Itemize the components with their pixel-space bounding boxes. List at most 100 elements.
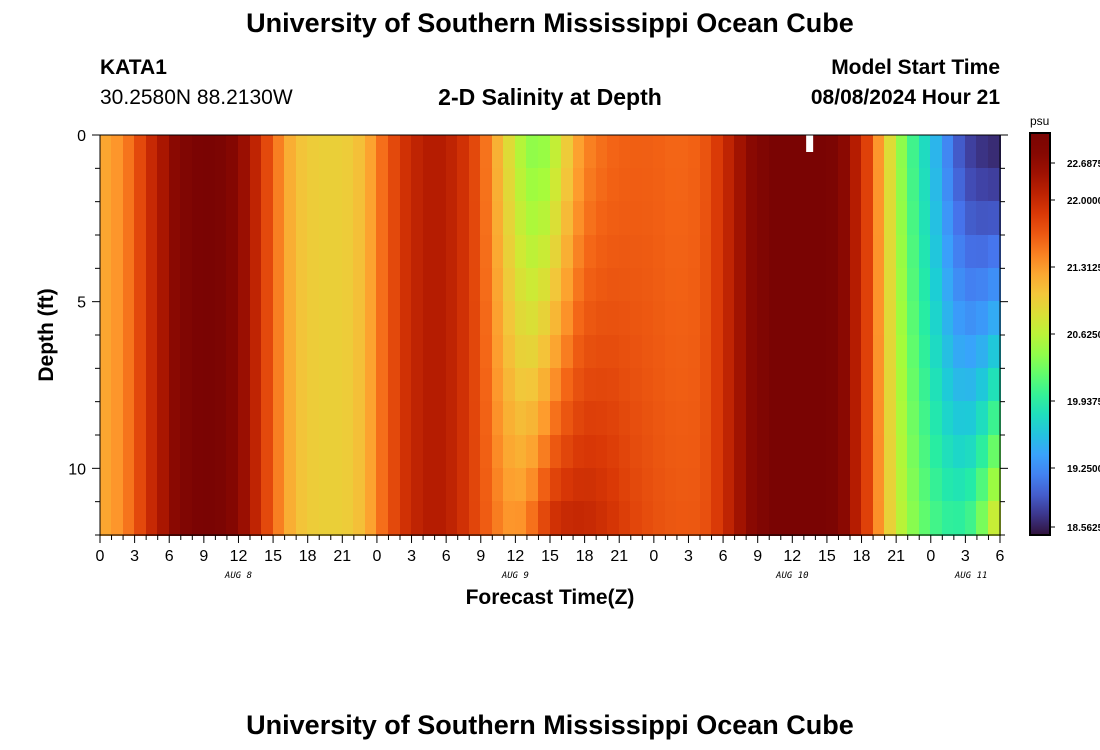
heatmap-cell: [515, 268, 528, 303]
heatmap-cell: [411, 135, 425, 170]
heatmap-cell: [815, 368, 828, 403]
heatmap-cell: [769, 235, 782, 270]
heatmap-cell: [607, 368, 621, 403]
heatmap-cell: [723, 268, 736, 303]
heatmap-cell: [584, 201, 598, 236]
heatmap-cell: [480, 368, 494, 403]
heatmap-cell: [976, 268, 990, 303]
heatmap-cell: [365, 435, 378, 470]
heatmap-cell: [826, 168, 840, 203]
heatmap-cell: [711, 368, 725, 403]
heatmap-cell: [376, 368, 390, 403]
heatmap-cell: [653, 368, 667, 403]
heatmap-cell: [157, 468, 171, 503]
heatmap-cell: [676, 268, 690, 303]
heatmap-cell: [134, 335, 148, 370]
heatmap-cell: [896, 268, 909, 303]
heatmap-cell: [180, 501, 194, 536]
heatmap-cell: [146, 501, 159, 536]
heatmap-cell: [965, 235, 978, 270]
heatmap-cell: [907, 135, 921, 170]
heatmap-cell: [642, 268, 655, 303]
heatmap-cell: [446, 368, 459, 403]
heatmap-cell: [850, 235, 863, 270]
station-id: KATA1: [100, 56, 167, 79]
heatmap-cell: [100, 435, 113, 470]
heatmap-cell: [284, 201, 298, 236]
heatmap-cell: [134, 468, 148, 503]
heatmap-cell: [561, 435, 575, 470]
heatmap-cell: [226, 201, 240, 236]
heatmap-cell: [457, 368, 471, 403]
heatmap-cell: [469, 301, 482, 336]
heatmap-cell: [688, 368, 701, 403]
day-label: AUG 10: [775, 571, 809, 581]
heatmap-cell: [457, 501, 471, 536]
heatmap-cell: [550, 368, 563, 403]
heatmap-cell: [376, 168, 390, 203]
heatmap-cell: [988, 168, 1001, 203]
heatmap-cell: [526, 501, 540, 536]
heatmap-cell: [457, 268, 471, 303]
heatmap-cell: [838, 435, 851, 470]
heatmap-cell: [930, 501, 944, 536]
heatmap-cell: [261, 468, 275, 503]
heatmap-cell: [769, 335, 782, 370]
heatmap-cell: [284, 168, 298, 203]
heatmap-cell: [353, 435, 367, 470]
heatmap-cell: [757, 435, 771, 470]
heatmap-cell: [850, 435, 863, 470]
heatmap-cell: [365, 135, 378, 170]
heatmap-cell: [215, 168, 228, 203]
heatmap-cell: [930, 168, 944, 203]
heatmap-cell: [192, 468, 205, 503]
heatmap-cell: [480, 235, 494, 270]
heatmap-cell: [746, 435, 759, 470]
heatmap-cell: [584, 435, 598, 470]
heatmap-cell: [757, 401, 771, 436]
heatmap-cell: [619, 168, 632, 203]
heatmap-cell: [180, 301, 194, 336]
heatmap-cell: [665, 135, 678, 170]
heatmap-cell: [284, 268, 298, 303]
heatmap-cell: [861, 368, 875, 403]
heatmap-cell: [296, 335, 309, 370]
heatmap-cell: [284, 301, 298, 336]
heatmap-cell: [192, 135, 205, 170]
heatmap-cell: [573, 168, 586, 203]
x-tick-label: 21: [887, 548, 905, 565]
heatmap-cell: [803, 501, 817, 536]
heatmap-cell: [815, 501, 828, 536]
heatmap-cell: [550, 268, 563, 303]
heatmap-cell: [584, 235, 598, 270]
heatmap-cell: [746, 201, 759, 236]
heatmap-cell: [434, 401, 448, 436]
heatmap-cell: [457, 401, 471, 436]
heatmap-cell: [861, 335, 875, 370]
heatmap-cell: [792, 501, 805, 536]
heatmap-cell: [976, 301, 990, 336]
colorbar: psu 22.6875 22.0000 21.3125 20.6250 19.9375 1…: [1029, 114, 1100, 536]
heatmap-cell: [711, 335, 725, 370]
heatmap-cell: [769, 368, 782, 403]
heatmap-cell: [157, 401, 171, 436]
heatmap-cell: [734, 401, 748, 436]
colorbar-tick-label: 18.5625: [1067, 523, 1100, 534]
heatmap-cell: [238, 135, 251, 170]
heatmap-cell: [492, 435, 505, 470]
heatmap-cell: [273, 368, 286, 403]
heatmap-cell: [319, 335, 332, 370]
heatmap-cell: [700, 501, 713, 536]
heatmap-cell: [457, 301, 471, 336]
x-tick-label: 0: [926, 548, 935, 565]
day-label: AUG 11: [954, 571, 988, 581]
heatmap-cell: [296, 501, 309, 536]
heatmap-cell: [780, 435, 794, 470]
heatmap-cell: [296, 435, 309, 470]
heatmap-cell: [365, 501, 378, 536]
heatmap-cell: [157, 501, 171, 536]
heatmap-cell: [503, 468, 517, 503]
heatmap-cell: [988, 468, 1001, 503]
heatmap-cell: [573, 335, 586, 370]
heatmap-cell: [676, 401, 690, 436]
